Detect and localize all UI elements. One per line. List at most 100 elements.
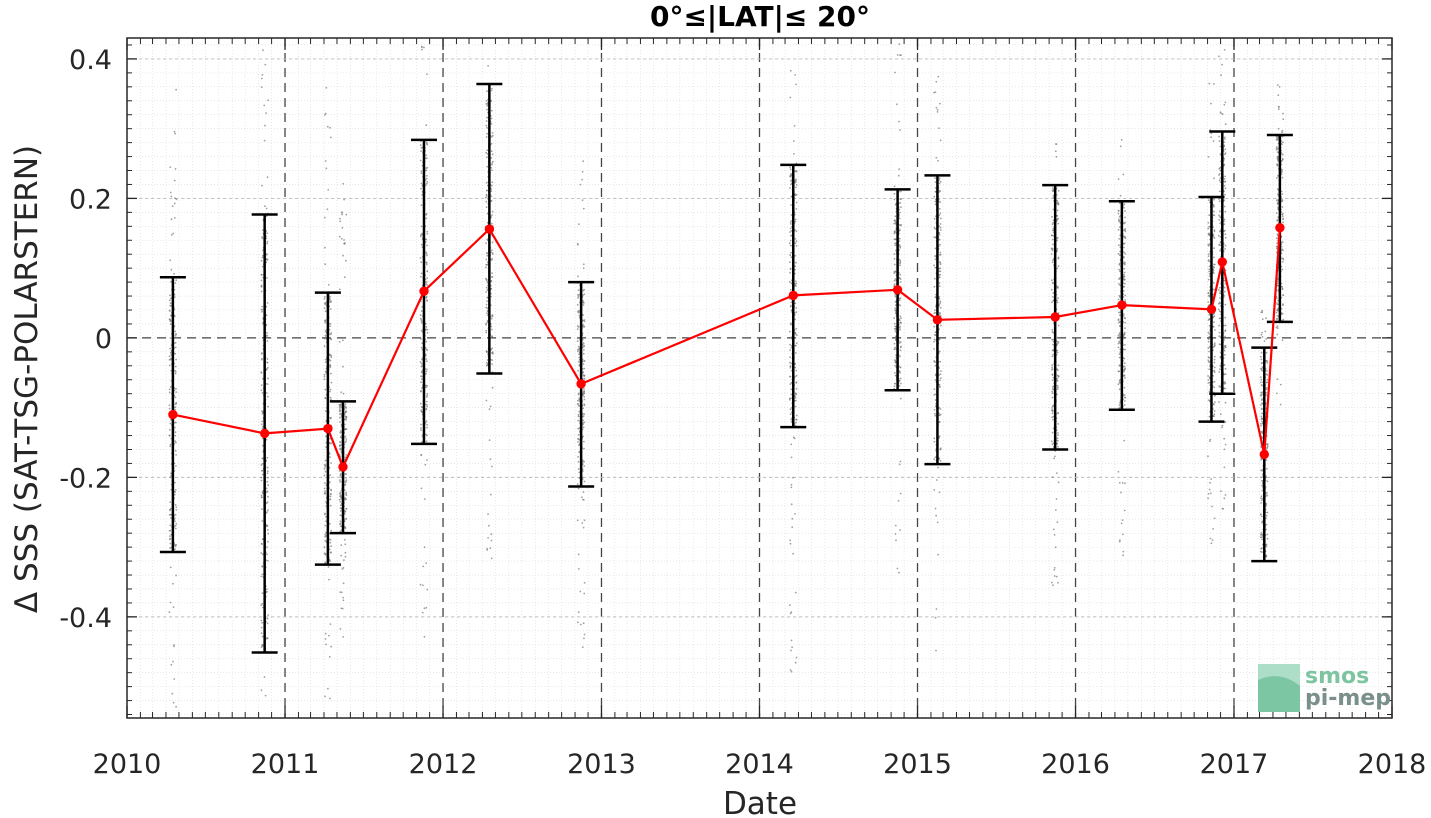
raw-point	[790, 362, 793, 365]
raw-point	[790, 443, 793, 446]
raw-point	[485, 103, 488, 105]
raw-point	[793, 140, 795, 142]
raw-point	[1260, 368, 1262, 370]
raw-point	[894, 271, 897, 273]
y-tick-label: 0.2	[69, 184, 112, 215]
raw-point	[1213, 386, 1216, 389]
raw-point	[577, 413, 580, 416]
raw-point	[329, 442, 331, 445]
raw-point	[938, 179, 941, 181]
raw-point	[326, 208, 329, 211]
raw-point	[1207, 455, 1209, 458]
raw-point	[1051, 392, 1054, 395]
raw-point	[491, 132, 494, 134]
raw-point	[939, 408, 942, 410]
raw-point	[1218, 401, 1220, 403]
raw-point	[1277, 299, 1279, 302]
raw-point	[1276, 218, 1279, 221]
raw-point	[1276, 297, 1278, 299]
raw-point	[1213, 413, 1216, 416]
raw-point	[583, 519, 586, 522]
raw-point	[789, 539, 791, 542]
raw-point	[1261, 412, 1263, 415]
raw-point	[172, 660, 174, 663]
raw-point	[939, 313, 941, 315]
raw-point	[789, 221, 792, 224]
raw-point	[577, 553, 580, 556]
raw-point	[936, 111, 939, 113]
raw-point	[582, 352, 585, 355]
raw-point	[1224, 401, 1227, 404]
raw-point	[1056, 377, 1058, 380]
raw-point	[425, 562, 428, 564]
raw-point	[261, 508, 263, 510]
raw-point	[325, 520, 327, 523]
minor-grid	[127, 38, 1392, 718]
raw-point	[421, 342, 424, 345]
raw-point	[1118, 406, 1121, 409]
raw-point	[795, 656, 798, 659]
raw-point	[260, 619, 263, 622]
raw-point	[169, 547, 172, 549]
raw-point	[426, 349, 428, 352]
raw-point	[1218, 331, 1221, 334]
raw-point	[1057, 386, 1059, 389]
raw-point	[934, 177, 936, 180]
raw-point	[174, 545, 177, 548]
raw-point	[795, 414, 798, 417]
raw-point	[323, 297, 326, 300]
raw-point	[419, 235, 422, 238]
raw-point	[1276, 303, 1279, 306]
raw-point	[893, 322, 896, 325]
raw-point	[898, 223, 901, 226]
raw-point	[170, 195, 173, 198]
raw-point	[893, 198, 896, 201]
raw-point	[1057, 297, 1059, 299]
raw-point	[577, 293, 579, 296]
raw-point	[1051, 431, 1054, 434]
raw-point	[426, 277, 429, 279]
raw-point	[342, 339, 344, 342]
raw-point	[172, 606, 175, 608]
raw-point	[1056, 199, 1059, 202]
raw-point	[1208, 345, 1211, 348]
raw-point	[490, 557, 493, 560]
raw-point	[1223, 164, 1226, 167]
raw-point	[582, 526, 585, 529]
raw-point	[578, 353, 580, 356]
x-tick-label: 2010	[93, 749, 162, 780]
raw-point	[582, 267, 585, 269]
raw-point	[1218, 219, 1221, 221]
raw-point	[1207, 347, 1210, 350]
raw-point	[1118, 268, 1121, 271]
raw-point	[794, 395, 797, 398]
raw-point	[790, 346, 793, 349]
raw-point	[1223, 230, 1225, 233]
raw-point	[426, 230, 429, 233]
y-tick-label: 0.4	[69, 45, 112, 76]
raw-point	[1223, 437, 1226, 440]
raw-point	[327, 189, 330, 191]
raw-point	[420, 389, 422, 392]
raw-point	[329, 126, 331, 129]
raw-point	[1223, 141, 1226, 144]
raw-point	[425, 440, 428, 443]
raw-point	[344, 411, 347, 414]
raw-point	[1119, 270, 1121, 273]
raw-point	[264, 205, 266, 208]
raw-point	[344, 555, 347, 558]
raw-point	[486, 165, 489, 168]
raw-point	[340, 495, 342, 498]
raw-point	[578, 364, 581, 366]
raw-point	[1280, 173, 1283, 176]
raw-point	[1282, 141, 1284, 144]
raw-point	[345, 438, 348, 440]
raw-point	[424, 353, 427, 356]
raw-point	[1118, 388, 1121, 391]
raw-point	[1123, 333, 1126, 336]
raw-point	[1054, 150, 1057, 153]
raw-point	[1265, 543, 1268, 546]
raw-point	[266, 529, 269, 531]
raw-point	[1123, 374, 1126, 377]
raw-point	[938, 234, 941, 236]
